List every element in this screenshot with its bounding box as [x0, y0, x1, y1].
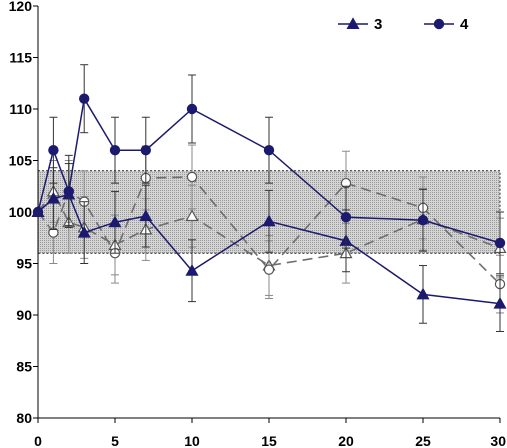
data-point	[416, 287, 430, 300]
x-tick-label: 25	[415, 433, 431, 448]
data-point	[340, 211, 352, 223]
legend-marker	[433, 18, 445, 30]
data-point	[494, 237, 506, 249]
data-point	[185, 209, 199, 222]
y-tick-label: 110	[9, 101, 32, 117]
y-tick-label: 95	[16, 256, 32, 272]
data-point	[63, 186, 75, 197]
legend-label: 3	[374, 16, 382, 33]
x-tick-label: 10	[184, 433, 200, 448]
series-3	[31, 163, 507, 332]
data-point	[262, 214, 276, 227]
y-tick-label: 85	[16, 359, 32, 375]
y-tick-label: 115	[9, 50, 32, 66]
x-tick-label: 15	[261, 433, 277, 448]
x-tick-label: 0	[34, 433, 42, 448]
legend-entry-3: 3	[338, 16, 382, 33]
x-tick-label: 5	[111, 433, 119, 448]
data-point	[32, 206, 44, 218]
series-4	[32, 64, 506, 275]
data-point	[78, 93, 90, 104]
y-tick-label: 90	[16, 307, 32, 323]
legend-marker	[346, 17, 360, 29]
data-point	[48, 144, 59, 156]
legend-entry-4: 4	[424, 16, 469, 33]
data-point	[77, 225, 91, 238]
data-point	[139, 209, 153, 222]
data-point	[108, 215, 122, 228]
x-tick-label: 20	[338, 433, 354, 448]
data-point	[140, 144, 151, 156]
data-point	[109, 144, 121, 156]
legend-label: 4	[460, 16, 469, 33]
y-tick-label: 100	[9, 204, 33, 220]
data-point	[186, 103, 198, 115]
data-point	[417, 215, 429, 226]
series-layer	[31, 64, 507, 332]
y-tick-label: 80	[16, 410, 32, 426]
axes: 80 85 90 95 100 105 110 115 120 0 5 10 15 20 25 30	[9, 0, 507, 448]
data-point	[493, 296, 507, 309]
data-point	[46, 191, 60, 204]
data-point	[263, 264, 275, 275]
x-tick-label: 30	[490, 433, 506, 448]
data-point	[185, 263, 199, 276]
y-tick-label: 105	[9, 153, 33, 169]
data-point	[186, 171, 198, 183]
data-point	[263, 144, 275, 156]
y-tick-label: 120	[9, 0, 33, 14]
